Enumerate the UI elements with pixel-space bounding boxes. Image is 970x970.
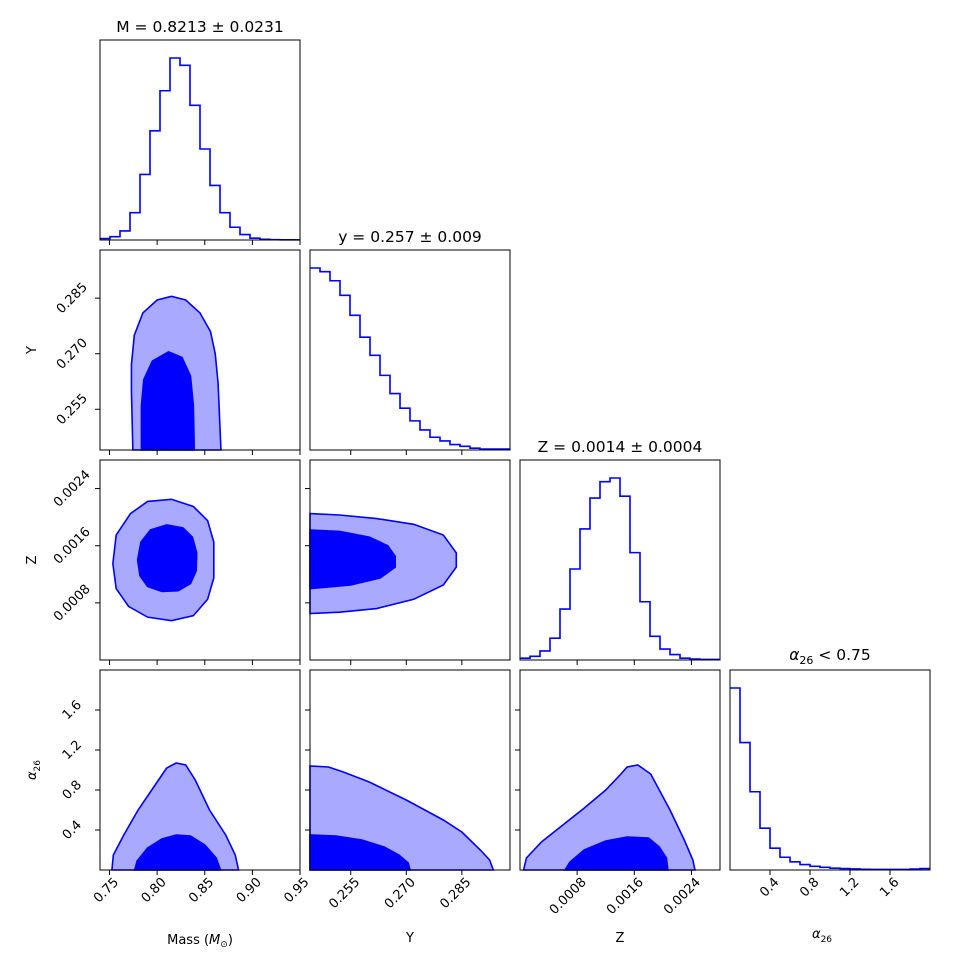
y-tick-label: 1.6 [60, 698, 85, 723]
contour-inner-mass-alpha [133, 834, 222, 871]
title-alpha: α26 < 0.75 [789, 646, 871, 667]
title-y: y = 0.257 ± 0.009 [338, 228, 482, 246]
y-tick-label: 0.0008 [51, 582, 94, 625]
frame-2-1 [309, 459, 511, 661]
x-tick-label: 0.0008 [547, 875, 590, 918]
contour-panel-mass-z: 0.0008 0.0016 0.0024 [51, 459, 301, 665]
frame-2-2 [519, 459, 721, 661]
frame-3-3 [729, 669, 931, 871]
x-tick-label: 0.8 [797, 875, 822, 900]
y-tick-label: 0.285 [54, 280, 91, 317]
contour-panel-y-z [305, 459, 511, 665]
x-tick-label: 1.6 [877, 875, 902, 900]
x-tick-label: 0.80 [139, 875, 170, 906]
y-tick-label: 0.255 [54, 391, 91, 428]
frame-3-0 [99, 669, 301, 871]
histogram-y [310, 267, 510, 450]
x-axis-label-mass: Mass (M⊙) [167, 933, 233, 950]
hist-panel-y: y = 0.257 ± 0.009 [309, 228, 511, 455]
x-tick-label: 0.75 [91, 875, 122, 906]
frame-3-1 [309, 669, 511, 871]
frame-0-0 [99, 39, 301, 241]
x-tick-label: 0.270 [382, 875, 419, 912]
hist-panel-z: Z = 0.0014 ± 0.0004 [519, 438, 721, 665]
contour-inner-mass-y [140, 350, 196, 451]
contour-panel-mass-alpha: 0.75 0.80 0.85 0.90 0.95 0.4 0.8 1.2 1.6 [60, 669, 312, 906]
y-axis-label-alpha: α26 [25, 760, 43, 780]
x-tick-label: 0.95 [281, 875, 312, 906]
frame-3-2 [519, 669, 721, 871]
title-z: Z = 0.0014 ± 0.0004 [538, 438, 703, 456]
frame-1-1 [309, 249, 511, 451]
hist-panel-alpha: α26 < 0.75 0.4 0.8 1.2 1.6 [729, 646, 931, 900]
frame-2-0 [99, 459, 301, 661]
x-tick-label: 0.255 [326, 875, 363, 912]
y-axis-label-y: Y [25, 346, 40, 355]
contour-panel-z-alpha: 0.0008 0.0016 0.0024 [515, 669, 721, 918]
contour-panel-y-alpha: 0.255 0.270 0.285 [305, 669, 511, 912]
x-tick-label: 0.85 [186, 875, 217, 906]
x-axis-label-y: Y [405, 931, 414, 946]
y-axis-label-z: Z [25, 555, 40, 564]
x-tick-label: 0.285 [437, 875, 474, 912]
histogram-alpha [730, 687, 930, 871]
hist-panel-mass: M = 0.8213 ± 0.0231 [99, 18, 301, 245]
contour-inner-y-alpha [309, 834, 412, 871]
x-tick-label: 0.0016 [604, 875, 647, 918]
contour-outer-mass-alpha [111, 762, 240, 871]
histogram-z [520, 477, 720, 661]
y-tick-label: 0.270 [54, 336, 91, 373]
frame-1-0 [99, 249, 301, 451]
y-tick-label: 0.8 [60, 778, 85, 803]
x-axis-label-alpha: α26 [812, 927, 832, 945]
histogram-mass [100, 57, 300, 241]
x-tick-label: 1.2 [837, 875, 862, 900]
x-axis-label-z: Z [616, 931, 625, 946]
x-tick-label: 0.0024 [661, 875, 704, 918]
y-tick-label: 0.0016 [51, 525, 94, 568]
contour-panel-mass-y: 0.255 0.270 0.285 [54, 249, 301, 455]
y-tick-label: 0.0024 [51, 468, 94, 511]
x-tick-label: 0.90 [234, 875, 265, 906]
contour-inner-mass-z [136, 524, 198, 593]
y-tick-label: 1.2 [60, 738, 85, 763]
x-tick-label: 0.4 [757, 875, 782, 900]
contour-inner-y-z [309, 529, 396, 590]
title-mass: M = 0.8213 ± 0.0231 [116, 18, 284, 36]
y-tick-label: 0.4 [60, 818, 85, 843]
contour-inner-z-alpha [563, 836, 669, 871]
